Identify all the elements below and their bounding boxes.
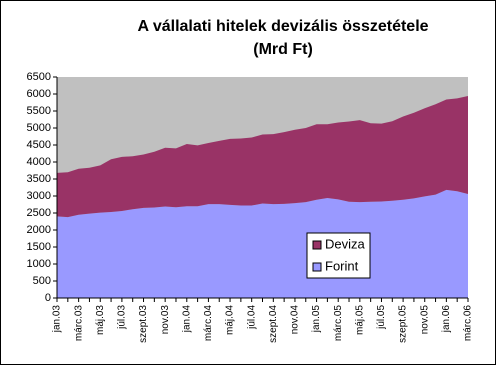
x-tick-label: júl.03	[117, 305, 128, 330]
y-tick-label: 2000	[27, 224, 51, 236]
x-tick-label: szept.05	[398, 305, 409, 343]
y-tick-label: 0	[45, 292, 51, 304]
chart-title: A vállalati hitelek devizális összetétel…	[137, 18, 428, 35]
x-tick-label: márc.04	[203, 305, 214, 342]
y-tick-label: 5500	[27, 105, 51, 117]
legend-label: Forint	[325, 258, 359, 273]
x-tick-label: jan.04	[181, 305, 192, 334]
area	[57, 96, 468, 218]
y-tick-label: 4000	[27, 156, 51, 168]
x-tick-label: jan.03	[52, 305, 63, 334]
x-tick-label: máj.03	[95, 305, 106, 335]
x-tick-label: márc.05	[333, 305, 344, 342]
x-tick-label: jan.06	[441, 305, 452, 334]
y-tick-label: 6500	[27, 71, 51, 83]
y-tick-label: 1500	[27, 241, 51, 253]
x-tick-label: máj.04	[225, 305, 236, 335]
x-tick-label: júl.05	[376, 305, 387, 330]
chart-subtitle: (Mrd Ft)	[253, 41, 313, 58]
y-tick-label: 500	[33, 275, 51, 287]
y-tick-label: 5000	[27, 122, 51, 134]
y-tick-label: 3500	[27, 173, 51, 185]
x-tick-label: szept.04	[268, 305, 279, 343]
x-tick-label: júl.04	[246, 305, 257, 330]
y-tick-label: 3000	[27, 190, 51, 202]
x-tick-label: nov.03	[160, 305, 171, 335]
x-tick-label: szept.03	[138, 305, 149, 343]
legend-label: Deviza	[325, 236, 366, 251]
x-tick-label: nov.05	[419, 305, 430, 335]
x-tick-label: jan.05	[311, 305, 322, 334]
legend-swatch	[312, 262, 322, 272]
x-tick-label: márc.03	[73, 305, 84, 342]
x-tick-label: máj.05	[354, 305, 365, 335]
y-tick-label: 1000	[27, 258, 51, 270]
legend-swatch	[312, 240, 322, 250]
y-tick-label: 4500	[27, 139, 51, 151]
legend: Deviza Forint	[306, 232, 371, 279]
x-tick-label: nov.04	[290, 305, 301, 335]
y-tick-label: 6000	[27, 88, 51, 100]
y-tick-label: 2500	[27, 207, 51, 219]
x-tick-label: márc.06	[463, 305, 474, 342]
